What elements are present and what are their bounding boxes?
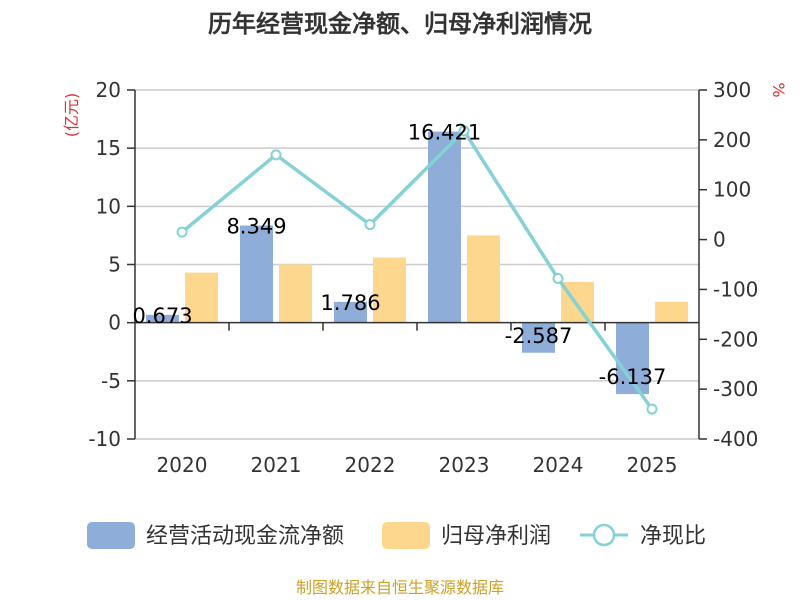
left-tick-label: 5 (108, 253, 121, 277)
ratio-point (176, 226, 188, 238)
ratio-point (646, 403, 658, 415)
left-tick-label: 0 (108, 311, 121, 335)
right-tick-label: -100 (713, 277, 758, 301)
profit-bar (467, 235, 500, 323)
cashflow-data-label: 0.673 (132, 304, 192, 328)
left-axis-unit: (亿元) (62, 93, 81, 138)
chart-title: 历年经营现金净额、归母净利润情况 (208, 10, 592, 38)
cashflow-data-label: 16.421 (408, 121, 481, 145)
profit-bar (279, 264, 312, 323)
legend: 经营活动现金流净额 归母净利润 净现比 (87, 522, 706, 549)
cashflow-bar (146, 314, 179, 323)
right-tick-label: 100 (713, 178, 751, 202)
category-label: 2022 (345, 453, 396, 477)
ratio-point (458, 125, 470, 137)
right-tick-label: -400 (713, 427, 758, 451)
left-tick-label: 10 (96, 194, 121, 218)
category-label: 2024 (533, 453, 584, 477)
cashflow-data-label: 8.349 (226, 215, 286, 239)
legend-label-ratio: 净现比 (640, 524, 706, 549)
profit-bar (655, 301, 688, 323)
profit-bar (185, 272, 218, 323)
ratio-line-path (180, 128, 654, 411)
cashflow-data-label: 1.786 (320, 291, 380, 315)
right-axis-unit: % (769, 82, 788, 97)
axes: 20 15 10 5 0 -5 -10 300 200 100 0 -100 -200 -300 -400 2… (88, 78, 758, 477)
cashflow-bar (334, 301, 367, 323)
source-note: 制图数据来自恒生聚源数据库 (296, 578, 504, 597)
cashflow-bar (240, 225, 273, 323)
left-tick-label: -10 (88, 427, 121, 451)
ratio-point (270, 149, 282, 161)
right-tick-label: 200 (713, 128, 751, 152)
ratio-point (552, 272, 564, 284)
cashflow-data-label: -6.137 (599, 365, 667, 389)
category-label: 2020 (157, 453, 208, 477)
right-tick-label: -200 (713, 327, 758, 351)
legend-label-profit: 归母净利润 (441, 524, 551, 549)
right-tick-label: 0 (713, 228, 726, 252)
data-labels: 0.673 8.349 1.786 16.421 -2.587 -6.137 (132, 121, 666, 389)
category-label: 2025 (627, 453, 678, 477)
category-label: 2023 (439, 453, 490, 477)
cashflow-data-label: -2.587 (505, 324, 573, 348)
legend-swatch-profit (382, 522, 430, 549)
left-tick-label: -5 (101, 369, 121, 393)
bars (146, 131, 688, 395)
ratio-line (176, 125, 658, 415)
cashflow-bar (522, 322, 555, 353)
legend-label-cashflow: 经营活动现金流净额 (146, 524, 344, 549)
right-tick-label: 300 (713, 78, 751, 102)
right-tick-label: -300 (713, 377, 758, 401)
category-label: 2021 (251, 453, 302, 477)
legend-swatch-cashflow (87, 522, 135, 549)
profit-bar (373, 257, 406, 323)
left-tick-label: 15 (96, 136, 121, 160)
gridlines (135, 89, 699, 440)
ratio-point (364, 219, 376, 231)
left-tick-label: 20 (96, 78, 121, 102)
legend-swatch-ratio-marker (592, 523, 616, 547)
